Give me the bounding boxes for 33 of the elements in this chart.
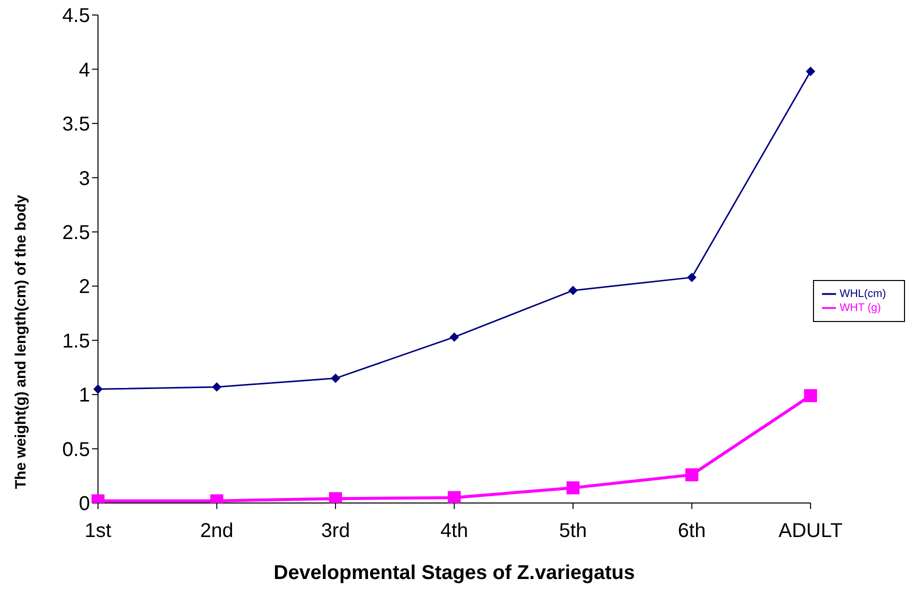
point xyxy=(566,481,580,494)
y-axis-title: The weight(g) and length(cm) of the body xyxy=(12,194,30,489)
point xyxy=(685,468,698,482)
legend-label: WHL(cm) xyxy=(840,287,886,300)
y-tick-label: 1 xyxy=(78,384,90,407)
x-tick-label: ADULT xyxy=(778,520,843,542)
point xyxy=(687,272,696,282)
point xyxy=(448,491,461,503)
point xyxy=(806,66,816,76)
legend-label: WHT (g) xyxy=(840,301,881,314)
x-axis-title: Developmental Stages of Z.variegatus xyxy=(274,562,635,584)
x-tick-label: 3rd xyxy=(321,520,350,542)
y-tick-label: 1.5 xyxy=(62,330,90,352)
y-tick-label: 2 xyxy=(78,276,90,298)
point xyxy=(804,389,818,402)
x-tick-label: 6th xyxy=(678,520,706,542)
y-tick-label: 3 xyxy=(78,168,90,190)
y-tick-label: 4 xyxy=(78,59,90,82)
x-tick-label: 5th xyxy=(559,520,587,542)
x-tick-label: 1st xyxy=(84,520,112,542)
point xyxy=(450,332,459,342)
point xyxy=(94,384,102,394)
y-tick-label: 0.5 xyxy=(62,438,90,461)
x-tick-label: 2nd xyxy=(200,520,234,542)
y-tick-label: 0 xyxy=(78,493,90,516)
x-tick-label: 4th xyxy=(440,520,468,542)
y-tick-label: 3.5 xyxy=(62,114,90,136)
y-tick-label: 2.5 xyxy=(62,222,90,244)
point xyxy=(329,492,342,503)
point xyxy=(568,286,578,295)
point xyxy=(331,374,340,383)
y-tick-label: 4.5 xyxy=(62,5,90,28)
point xyxy=(212,382,222,392)
